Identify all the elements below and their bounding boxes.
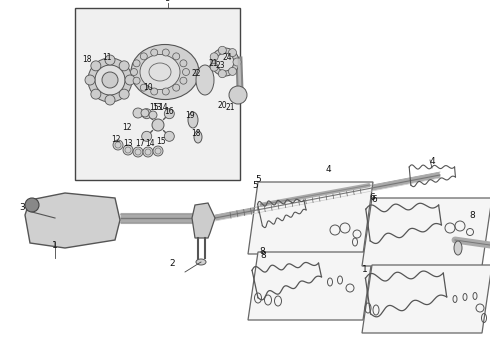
Circle shape [233, 58, 241, 66]
Text: 8: 8 [469, 211, 475, 220]
Circle shape [228, 49, 237, 57]
Circle shape [105, 95, 115, 105]
Text: 3: 3 [19, 203, 25, 212]
Text: 14: 14 [145, 139, 155, 148]
Circle shape [219, 46, 226, 54]
Circle shape [211, 48, 239, 76]
Circle shape [180, 77, 187, 84]
Circle shape [182, 68, 190, 76]
Circle shape [210, 53, 218, 61]
Polygon shape [248, 182, 373, 254]
Text: 11: 11 [102, 53, 112, 62]
Circle shape [25, 198, 39, 212]
Circle shape [142, 131, 152, 141]
Text: 18: 18 [82, 55, 92, 64]
Text: 13: 13 [152, 103, 162, 112]
Text: 23: 23 [215, 62, 225, 71]
Circle shape [162, 88, 169, 95]
Circle shape [105, 55, 115, 65]
Circle shape [172, 53, 180, 60]
Circle shape [85, 75, 95, 85]
Polygon shape [362, 198, 490, 266]
Circle shape [219, 70, 226, 78]
Text: 13: 13 [123, 139, 133, 148]
Text: 20: 20 [217, 100, 227, 109]
Circle shape [113, 140, 123, 150]
Circle shape [142, 109, 152, 119]
Polygon shape [248, 252, 373, 320]
Text: 1: 1 [52, 240, 58, 249]
Polygon shape [362, 265, 490, 333]
Circle shape [164, 109, 174, 119]
Text: 16: 16 [164, 108, 174, 117]
Text: 9: 9 [165, 0, 171, 3]
Text: 24: 24 [222, 53, 232, 62]
Text: 15: 15 [149, 104, 159, 112]
Text: 1: 1 [362, 266, 368, 274]
Circle shape [228, 67, 237, 75]
Circle shape [130, 68, 138, 76]
Circle shape [172, 84, 180, 91]
Circle shape [162, 49, 169, 56]
Circle shape [141, 109, 149, 117]
Circle shape [133, 108, 143, 118]
Circle shape [153, 146, 163, 156]
Bar [75, 8, 240, 180]
Text: 22: 22 [191, 69, 201, 78]
Circle shape [133, 147, 143, 157]
Circle shape [151, 88, 158, 95]
Circle shape [143, 147, 153, 157]
Circle shape [95, 65, 125, 95]
Circle shape [152, 119, 164, 131]
Text: 6: 6 [371, 195, 377, 204]
Circle shape [119, 61, 129, 71]
Text: 6: 6 [369, 194, 375, 202]
Circle shape [88, 58, 132, 102]
Text: 8: 8 [259, 248, 265, 256]
Circle shape [180, 60, 187, 67]
Circle shape [119, 89, 129, 99]
Circle shape [91, 61, 101, 71]
Text: 14: 14 [158, 104, 168, 112]
Circle shape [125, 75, 135, 85]
Ellipse shape [188, 112, 198, 128]
Ellipse shape [454, 241, 462, 255]
Text: 5: 5 [252, 180, 258, 189]
Text: 15: 15 [156, 138, 166, 147]
Circle shape [210, 63, 218, 71]
Polygon shape [25, 193, 120, 248]
Circle shape [164, 131, 174, 141]
Text: 12: 12 [122, 122, 132, 131]
Circle shape [123, 145, 133, 155]
Text: 10: 10 [143, 84, 153, 93]
Text: 8: 8 [260, 251, 266, 260]
Text: 5: 5 [255, 175, 261, 184]
Circle shape [216, 53, 234, 71]
Text: 21: 21 [225, 103, 235, 112]
Ellipse shape [194, 131, 202, 143]
Polygon shape [192, 203, 215, 238]
Circle shape [151, 49, 158, 56]
Ellipse shape [131, 45, 199, 99]
Circle shape [140, 53, 147, 60]
Circle shape [133, 60, 140, 67]
Text: 12: 12 [111, 135, 121, 144]
Text: 21: 21 [208, 59, 218, 68]
Circle shape [140, 84, 147, 91]
Circle shape [229, 86, 247, 104]
Ellipse shape [196, 259, 206, 265]
Text: 19: 19 [185, 111, 195, 120]
Text: 4: 4 [325, 166, 331, 175]
Circle shape [133, 77, 140, 84]
Text: 17: 17 [135, 139, 145, 148]
Text: 4: 4 [429, 158, 435, 166]
Circle shape [102, 72, 118, 88]
Text: 18: 18 [191, 129, 201, 138]
Circle shape [149, 111, 157, 119]
Text: 2: 2 [169, 258, 175, 267]
Circle shape [91, 89, 101, 99]
Ellipse shape [140, 54, 180, 90]
Ellipse shape [196, 65, 214, 95]
